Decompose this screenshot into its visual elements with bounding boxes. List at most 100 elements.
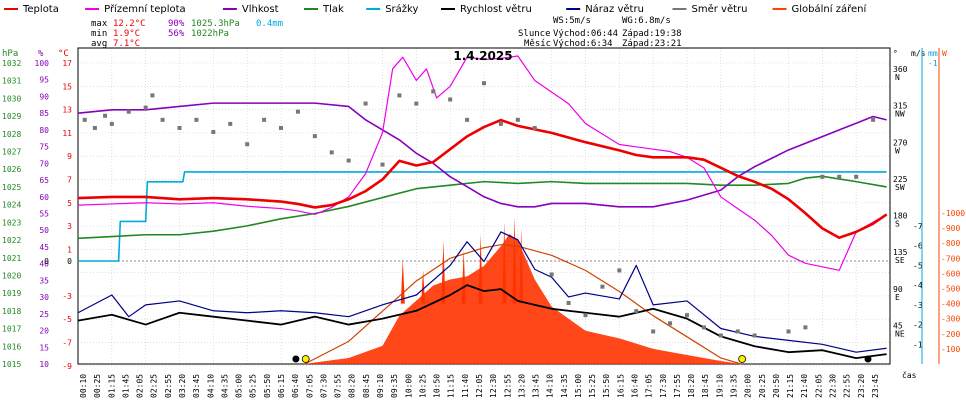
w-tick: -700 <box>941 254 960 263</box>
wind-dir-point <box>735 329 740 334</box>
hpa-tick: 1020 <box>2 271 21 280</box>
legend-label-0: Teplota <box>22 4 59 15</box>
legend-label-2: Vlhkost <box>242 4 279 15</box>
time-tick: 13:20 <box>517 374 526 398</box>
wind-dir-point <box>651 329 656 334</box>
humidity-line <box>77 102 887 208</box>
wind-dir-point <box>211 130 216 135</box>
time-tick: 13:45 <box>532 374 541 398</box>
hpa-tick: 1030 <box>2 94 21 103</box>
ms-tick: -2 <box>913 321 923 330</box>
wind-dir-point <box>103 113 108 118</box>
degc-tick: -7 <box>62 339 72 348</box>
wind-dir-point <box>346 158 351 163</box>
legend-label-7: Směr větru <box>692 3 748 15</box>
time-tick: 15:25 <box>588 374 597 398</box>
pct-tick: 45 <box>39 243 49 252</box>
time-tick: 21:40 <box>800 374 809 398</box>
hpa-tick: 1031 <box>2 77 21 86</box>
sun-rise-marker <box>301 355 310 363</box>
ground-temp-line <box>77 55 887 271</box>
stat-label: avg <box>91 39 107 49</box>
hpa-tick: 1017 <box>2 325 21 334</box>
time-tick: 14:10 <box>546 374 555 398</box>
time-tick: 20:25 <box>758 374 767 398</box>
temperature-line <box>77 118 888 240</box>
time-tick: 14:35 <box>560 374 569 398</box>
w-tick: -100 <box>941 345 960 354</box>
stat-label: max <box>91 19 108 29</box>
dir-compass: NW <box>895 110 905 119</box>
degc-tick: 3 <box>67 222 72 231</box>
moon-set-text: Západ:23:21 <box>622 39 682 49</box>
wind-dir-point <box>431 89 436 94</box>
ms-tick: -6 <box>913 242 923 251</box>
moon-label: Měsíc <box>524 39 551 49</box>
time-tick: 19:35 <box>730 374 739 398</box>
time-tick: 01:45 <box>121 374 130 398</box>
w-tick: -500 <box>941 285 960 294</box>
time-tick: 00:25 <box>93 374 102 398</box>
pct-tick: 40 <box>39 260 49 269</box>
degc-tick: 1 <box>67 245 72 254</box>
legend-label-6: Náraz větru <box>585 3 644 15</box>
pct-tick: 60 <box>39 193 49 202</box>
w-tick: -800 <box>941 239 960 248</box>
stat-humidity: 90% <box>168 19 185 29</box>
hpa-tick: 1019 <box>2 289 21 298</box>
wind-dir-point <box>380 162 385 167</box>
rain-line <box>78 171 887 262</box>
pct-tick: 35 <box>39 276 49 285</box>
time-tick: 08:45 <box>362 374 371 398</box>
stat-humidity: 56% <box>168 29 185 39</box>
sun-set-text: Západ:19:38 <box>622 29 682 39</box>
dir-tick: 225 <box>893 175 908 184</box>
pct-tick: 55 <box>39 210 49 219</box>
wind-dir-point <box>448 97 453 102</box>
w-tick: -600 <box>941 269 960 278</box>
hpa-tick: 1016 <box>2 342 21 351</box>
time-tick: 06:40 <box>291 374 300 398</box>
dir-compass: SE <box>895 256 905 265</box>
time-tick: 12:55 <box>503 374 512 398</box>
stat-temp: 1.9°C <box>113 29 140 39</box>
wind-gust-line <box>77 231 887 353</box>
pct-tick: 85 <box>39 109 49 118</box>
wind-dir-point <box>228 121 233 126</box>
dir-tick: 360 <box>893 65 908 74</box>
wind-dir-point <box>617 268 622 273</box>
time-tick: 17:55 <box>673 374 682 398</box>
time-tick: 07:30 <box>319 374 328 398</box>
pct-unit: % <box>38 49 44 59</box>
solar-spike <box>461 249 466 304</box>
degc-tick: 11 <box>62 129 72 138</box>
wind-dir-point <box>837 174 842 179</box>
wind-dir-point <box>109 121 114 126</box>
pct-tick: 80 <box>39 126 49 135</box>
w-tick: -200 <box>941 330 960 339</box>
time-tick: 08:20 <box>348 374 357 398</box>
moon-set-marker <box>864 355 872 363</box>
wind-dir-point <box>600 284 605 289</box>
degc-tick: -3 <box>62 292 72 301</box>
dir-compass: E <box>895 293 900 302</box>
degc-tick: 5 <box>67 199 72 208</box>
wind-dir-point <box>262 117 267 122</box>
dir-tick: 180 <box>893 212 908 221</box>
time-tick: 20:00 <box>744 374 753 398</box>
wind-dir-point <box>871 117 876 122</box>
ms-unit: m/s <box>911 49 926 58</box>
wind-dir-point <box>245 142 250 147</box>
dir-tick: 315 <box>893 102 908 111</box>
solar-spike <box>519 228 524 304</box>
wind-dir-point <box>160 117 165 122</box>
wind-dir-point <box>482 81 486 86</box>
pct-tick: 30 <box>39 293 49 302</box>
dir-compass: SW <box>895 183 905 192</box>
moon-rise-marker <box>292 355 300 363</box>
wind-dir-point <box>143 105 148 110</box>
pct-tick: 90 <box>39 92 49 101</box>
pct-tick: 65 <box>39 176 49 185</box>
